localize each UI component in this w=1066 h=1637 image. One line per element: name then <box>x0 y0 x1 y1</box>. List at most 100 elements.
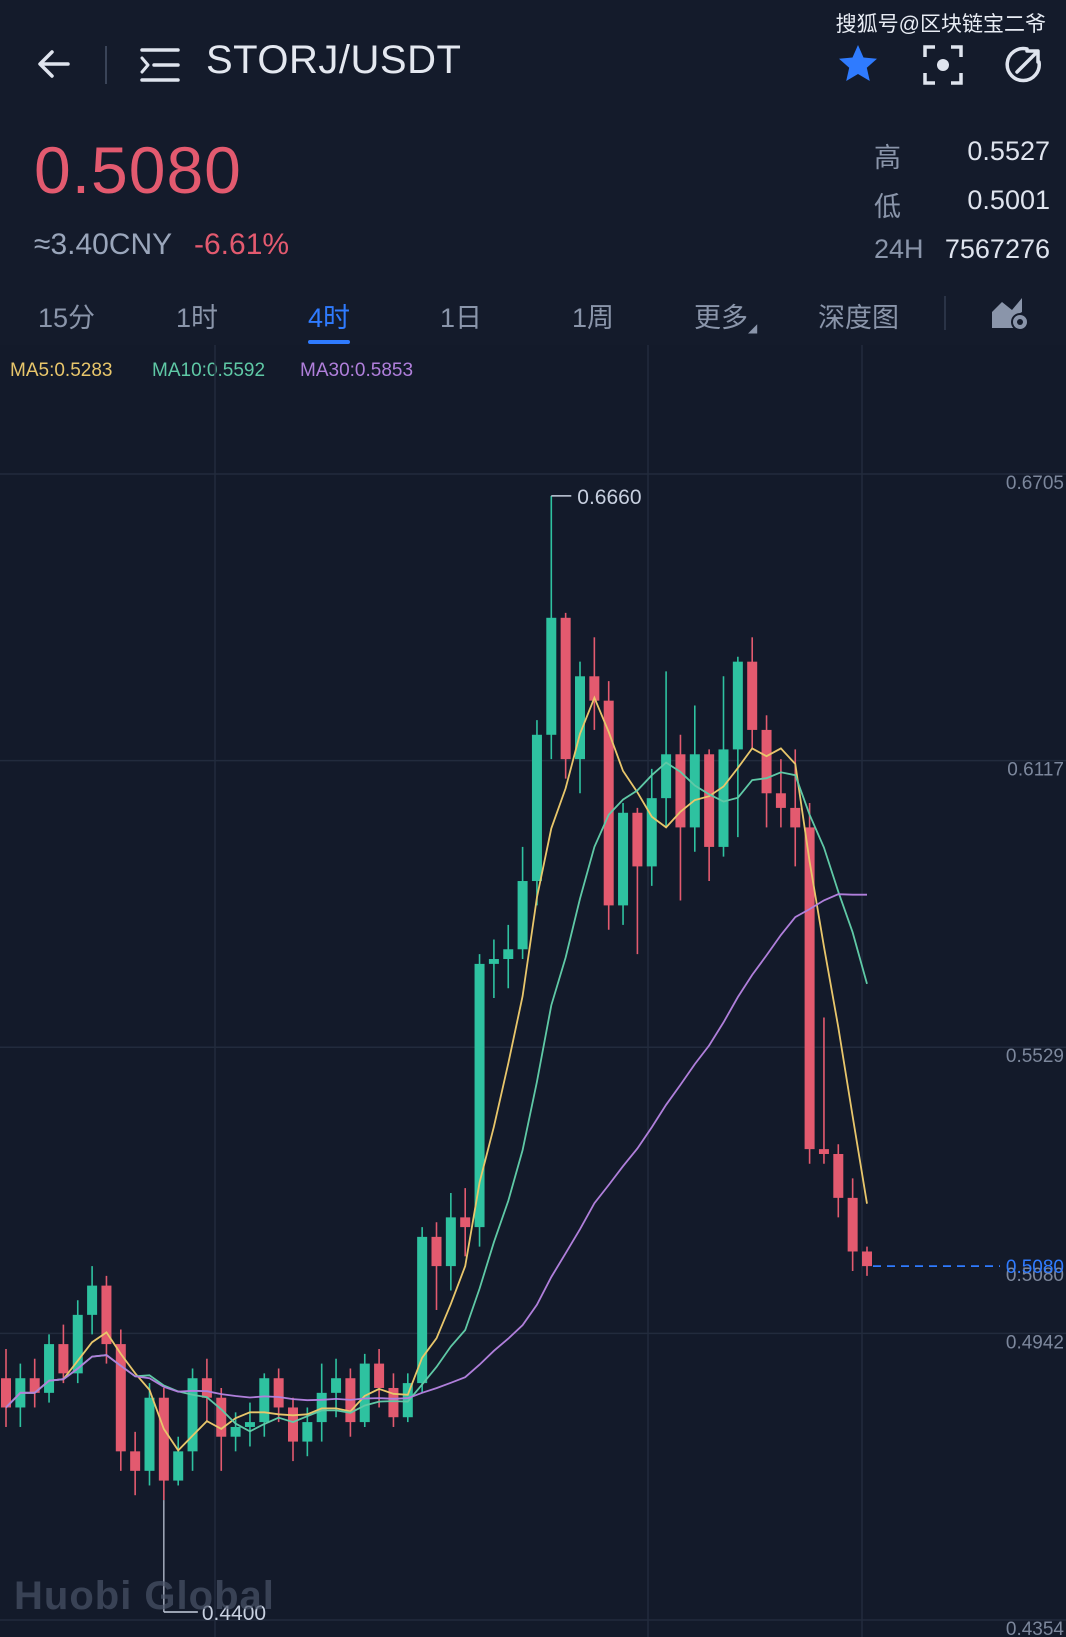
candle-body <box>560 617 571 760</box>
star-icon[interactable] <box>836 42 880 86</box>
candle-body <box>445 1217 456 1267</box>
candle-body <box>833 1153 844 1198</box>
low-label: 低 <box>874 192 901 222</box>
candle-body <box>101 1285 112 1345</box>
tab-more[interactable]: 更多◢ <box>694 296 757 335</box>
candle-body <box>44 1344 55 1393</box>
candle-body <box>374 1363 385 1388</box>
candle-body <box>862 1251 872 1267</box>
menu-list-icon[interactable] <box>140 46 180 84</box>
candle-body <box>747 661 758 730</box>
y-axis-tick-label: 0.5529 <box>1006 1046 1064 1067</box>
huobi-logo: Huobi Global <box>14 1574 275 1618</box>
candle-body <box>244 1422 255 1427</box>
cny-price: ≈3.40CNY <box>34 228 173 261</box>
interval-tabs: 15分 1时 4时 1日 1周 更多◢ 深度图 <box>0 290 1066 346</box>
candle-body <box>531 734 542 882</box>
candle-body <box>187 1378 198 1452</box>
tab-separator <box>944 296 946 330</box>
tab-1w[interactable]: 1周 <box>572 303 615 333</box>
candle-body <box>460 1217 471 1228</box>
ma10-label: MA10:0.5592 <box>152 360 266 381</box>
candle-body <box>589 676 600 701</box>
kline-chart[interactable]: 0.6705 0.6117 0.5529 0.5080 0.4942 0.4354 0.50… <box>0 345 1066 1637</box>
tab-15min[interactable]: 15分 <box>38 303 96 333</box>
candle-body <box>58 1344 69 1374</box>
candle-body <box>761 729 772 794</box>
candle-body <box>818 1149 829 1154</box>
candle-body <box>790 807 801 828</box>
candle-body <box>704 754 715 847</box>
candle-body <box>259 1378 270 1423</box>
nav-bar: STORJ/USDT <box>0 30 1066 100</box>
watermark: 搜狐号@区块链宝二爷 <box>835 13 1046 36</box>
focus-scan-icon[interactable] <box>922 44 964 86</box>
chart-settings-icon[interactable] <box>990 294 1030 332</box>
high-label: 高 <box>874 143 901 173</box>
max-price-label: 0.6660 <box>577 486 641 509</box>
tab-1d[interactable]: 1日 <box>440 303 483 333</box>
candle-body <box>359 1363 370 1423</box>
candle-body <box>603 700 614 906</box>
y-axis-tick-label: 0.4354 <box>1006 1619 1065 1637</box>
change-percent: -6.61% <box>194 228 290 261</box>
candle-body <box>732 661 743 750</box>
candle-body <box>417 1236 428 1384</box>
ma5-label: MA5:0.5283 <box>10 360 113 381</box>
back-arrow-icon[interactable] <box>34 44 74 84</box>
candle-body <box>488 959 499 964</box>
candle-body <box>804 827 815 1150</box>
low-value: 0.5001 <box>967 185 1050 215</box>
nav-divider <box>105 46 107 84</box>
y-axis-tick-label: 0.6117 <box>1007 760 1064 781</box>
tab-depth[interactable]: 深度图 <box>818 303 899 333</box>
candle-body <box>87 1285 98 1315</box>
candle-body <box>388 1387 399 1418</box>
ma5-line <box>5 695 868 1452</box>
candle-body <box>575 676 585 760</box>
ma30-label: MA30:0.5853 <box>300 360 414 381</box>
kline-svg[interactable]: 0.6705 0.6117 0.5529 0.5080 0.4942 0.4354 0.50… <box>0 345 1066 1637</box>
active-tab-indicator <box>308 340 350 344</box>
candle-body <box>546 617 557 735</box>
candle-body <box>158 1397 169 1481</box>
candle-body <box>331 1378 342 1393</box>
ma10-line <box>5 761 868 1433</box>
candle-body <box>288 1407 298 1442</box>
min-price-label: 0.4400 <box>202 1602 266 1625</box>
candle-body <box>115 1344 126 1452</box>
candle-body <box>775 793 786 808</box>
candle-body <box>144 1397 155 1471</box>
volume-value: 7567276 <box>944 234 1050 264</box>
candle-body <box>517 881 528 950</box>
candle-body <box>675 754 686 828</box>
candle-body <box>503 949 514 960</box>
candle-body <box>201 1378 212 1398</box>
candle-body <box>402 1383 413 1418</box>
ma30-line <box>5 893 867 1409</box>
candle-body <box>316 1392 327 1423</box>
header-area: 搜狐号@区块链宝二爷 STORJ/USDT 0.5080 ≈3.40CNY -6… <box>0 0 1066 345</box>
tab-1h[interactable]: 1时 <box>176 303 219 333</box>
candle-body <box>216 1397 227 1437</box>
tab-4h[interactable]: 4时 <box>308 303 351 333</box>
share-icon[interactable] <box>1003 44 1045 86</box>
last-price: 0.5080 <box>34 133 242 207</box>
candle-body <box>130 1451 141 1471</box>
tab-more-label: 更多 <box>694 303 748 333</box>
candle-body <box>632 812 643 867</box>
high-value: 0.5527 <box>967 136 1050 166</box>
candle-body <box>847 1197 858 1252</box>
y-axis-tick-label: 0.5080 <box>1006 1265 1064 1286</box>
candle-body <box>689 754 700 828</box>
last-price-axis-label: 0.5080 <box>1006 1257 1064 1278</box>
candle-body <box>646 798 657 867</box>
dropdown-triangle-icon: ◢ <box>748 321 758 335</box>
candle-body <box>72 1314 83 1374</box>
y-axis-tick-label: 0.6705 <box>1006 473 1064 494</box>
pair-title[interactable]: STORJ/USDT <box>206 38 462 82</box>
candle-body <box>718 749 729 847</box>
candle-body <box>173 1451 184 1481</box>
candle-body <box>230 1426 241 1437</box>
candle-body <box>1 1378 11 1408</box>
